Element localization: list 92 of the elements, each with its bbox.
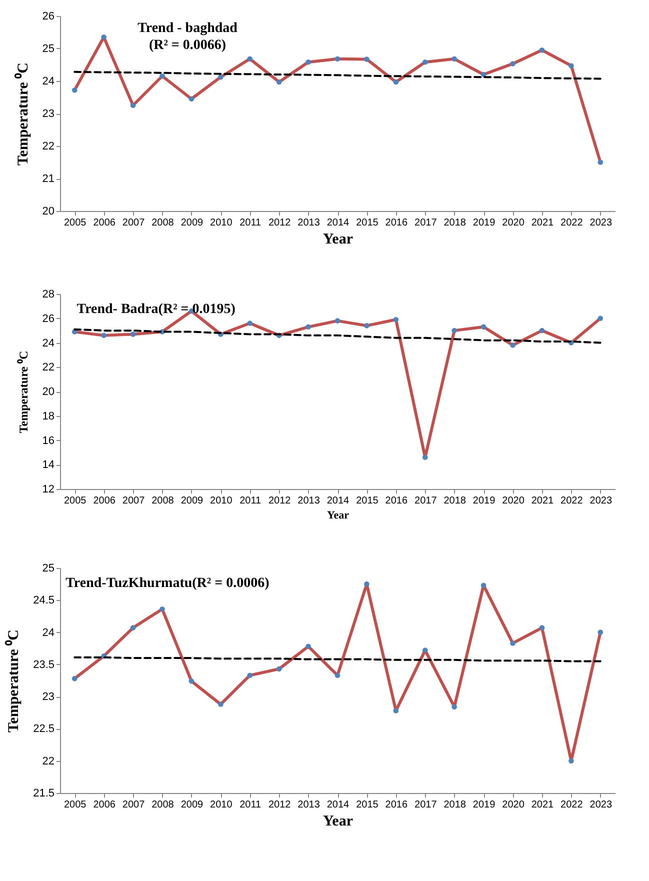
x-tick-label: 2018 xyxy=(444,218,466,228)
x-tick-label: 2015 xyxy=(356,800,379,810)
x-tick-label: 2011 xyxy=(240,496,262,506)
y-tick-label: 20 xyxy=(42,206,54,218)
x-tick-label: 2008 xyxy=(152,496,174,506)
x-tick-label: 2019 xyxy=(472,496,496,506)
x-tick-label: 2012 xyxy=(268,496,292,506)
y-axis-title: Temperature ⁰C xyxy=(13,62,32,166)
x-tick-label: 2005 xyxy=(64,218,87,228)
x-tick-label: 2013 xyxy=(298,496,320,506)
x-tick-label: 2022 xyxy=(560,496,584,506)
y-tick-label: 25 xyxy=(42,43,54,55)
line-series xyxy=(74,70,602,80)
y-tick-label: 25 xyxy=(42,562,54,574)
x-tick-label: 2007 xyxy=(122,218,146,228)
text: Trend-TuzKhurmatu(R² = 0.0006) xyxy=(66,576,270,591)
x-tick-label: 2015 xyxy=(356,218,379,228)
x-tick-label: 2016 xyxy=(385,800,408,810)
x-axis-title: Year xyxy=(327,510,350,522)
x-tick-label: 2014 xyxy=(326,218,350,228)
chart-title: Trend - baghdad xyxy=(138,21,238,36)
x-tick-label: 2022 xyxy=(560,800,584,810)
y-tick-label: 23 xyxy=(42,691,54,704)
x-tick-label: 2007 xyxy=(122,496,146,506)
y-tick-label: 20 xyxy=(42,386,54,398)
y-tick-label: 23.5 xyxy=(33,658,54,671)
x-tick-label: 2011 xyxy=(240,800,262,810)
y-tick-label: 24 xyxy=(42,337,54,350)
x-tick-label: 2010 xyxy=(210,800,233,810)
x-tick-label: 2013 xyxy=(298,800,320,810)
x-tick-label: 2007 xyxy=(122,800,146,810)
x-tick-label: 2011 xyxy=(240,218,262,228)
x-tick-label: 2009 xyxy=(180,800,204,810)
y-tick-label: 21 xyxy=(42,173,54,185)
text: Trend- Badra(R² = 0.0195) xyxy=(76,302,236,317)
y-tick-label: 18 xyxy=(42,410,54,422)
x-tick-label: 2017 xyxy=(414,496,438,506)
x-tick-label: 2020 xyxy=(502,218,525,228)
y-tick-label: 22 xyxy=(42,755,54,768)
y-tick-label: 16 xyxy=(42,434,54,447)
x-tick-label: 2016 xyxy=(385,218,408,228)
x-tick-label: 2009 xyxy=(180,218,204,228)
x-tick-label: 2015 xyxy=(356,496,379,506)
x-tick-label: 2010 xyxy=(210,496,233,506)
x-tick-label: 2023 xyxy=(590,496,612,506)
x-tick-label: 2019 xyxy=(472,800,496,810)
x-tick-label: 2014 xyxy=(326,496,350,506)
x-tick-label: 2006 xyxy=(93,218,116,228)
y-tick-label: 23 xyxy=(42,108,54,120)
y-tick-label: 24.5 xyxy=(33,594,54,607)
x-tick-label: 2009 xyxy=(180,496,204,506)
x-tick-label: 2017 xyxy=(414,800,438,810)
y-axis-title: Temperature ⁰C xyxy=(4,630,22,732)
x-tick-label: 2020 xyxy=(502,496,525,506)
y-tick-label: 22 xyxy=(42,362,54,374)
y-tick-label: 21.5 xyxy=(33,788,54,800)
x-tick-label: 2023 xyxy=(590,800,612,810)
y-tick-label: 24 xyxy=(42,76,54,88)
x-tick-label: 2023 xyxy=(590,218,612,228)
x-tick-label: 2016 xyxy=(385,496,408,506)
x-tick-label: 2012 xyxy=(268,800,292,810)
x-tick-label: 2018 xyxy=(444,800,466,810)
y-tick-label: 12 xyxy=(42,484,54,496)
x-tick-label: 2018 xyxy=(444,496,466,506)
x-tick-label: 2021 xyxy=(531,800,554,810)
y-tick-label: 22.5 xyxy=(33,723,54,736)
y-tick-label: 14 xyxy=(42,459,54,472)
y-tick-label: 28 xyxy=(42,288,54,300)
x-tick-label: 2008 xyxy=(152,218,174,228)
x-tick-label: 2022 xyxy=(560,218,584,228)
x-tick-label: 2017 xyxy=(414,218,438,228)
x-tick-label: 2021 xyxy=(531,218,554,228)
x-tick-label: 2005 xyxy=(64,800,87,810)
x-tick-label: 2014 xyxy=(326,800,350,810)
x-tick-label: 2021 xyxy=(531,496,554,506)
y-axis-title: Temperature ⁰C xyxy=(16,350,30,434)
y-tick-label: 26 xyxy=(42,10,54,22)
y-tick-label: 26 xyxy=(42,312,54,325)
x-tick-label: 2019 xyxy=(472,218,496,228)
x-tick-label: 2005 xyxy=(64,496,87,506)
text: (R² = 0.0066) xyxy=(148,38,226,53)
x-tick-label: 2008 xyxy=(152,800,174,810)
x-tick-label: 2020 xyxy=(502,800,525,810)
y-tick-label: 22 xyxy=(42,140,54,152)
x-tick-label: 2010 xyxy=(210,218,233,228)
y-tick-label: 24 xyxy=(42,626,54,639)
x-tick-label: 2006 xyxy=(93,800,116,810)
x-axis-title: Year xyxy=(323,232,354,248)
x-axis-title: Year xyxy=(323,814,354,830)
x-tick-label: 2012 xyxy=(268,218,292,228)
x-tick-label: 2006 xyxy=(93,496,116,506)
x-tick-label: 2013 xyxy=(298,218,320,228)
